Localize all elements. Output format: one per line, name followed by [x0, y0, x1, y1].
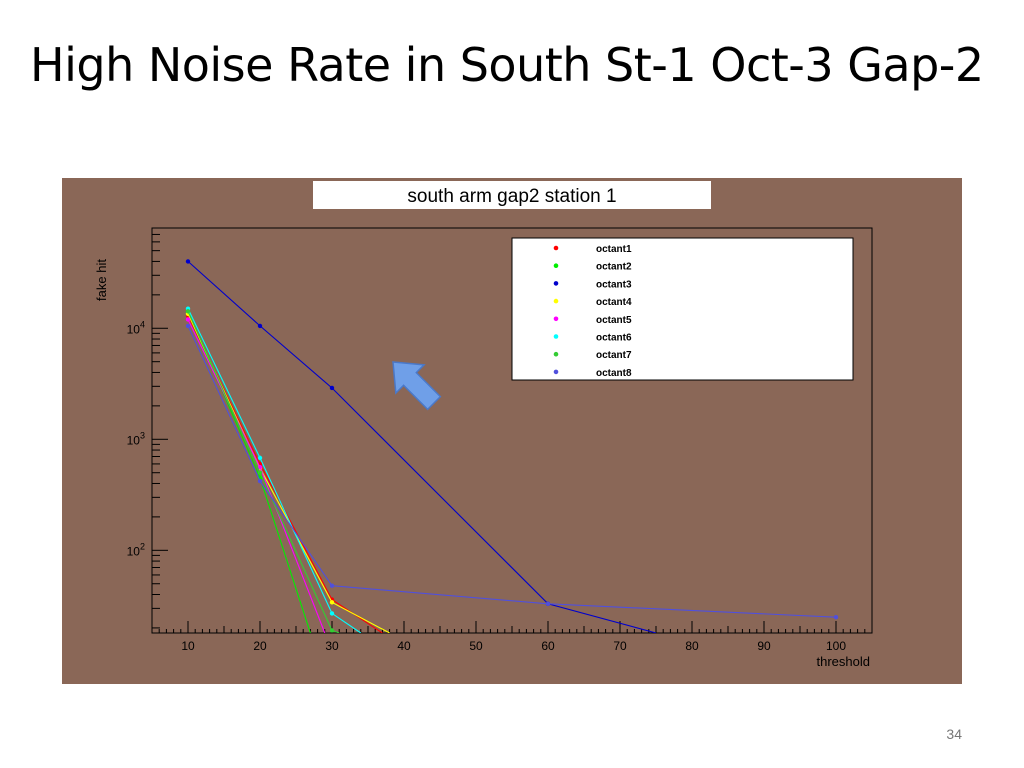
series-line-octant7 — [187, 311, 340, 633]
legend-marker — [553, 316, 559, 322]
chart-area: south arm gap2 station 1 10 20 30 40 50 60 70 8… — [62, 178, 962, 684]
data-point-octant4 — [329, 600, 335, 605]
noise-rate-chart: south arm gap2 station 1 10 20 30 40 50 60 70 8… — [94, 181, 873, 669]
legend-marker — [553, 281, 559, 286]
series-octant6 — [185, 306, 362, 633]
legend-item-octant7: octant7 — [553, 350, 632, 361]
series-line-octant5 — [187, 319, 326, 633]
legend-marker — [553, 263, 559, 268]
legend-item-octant1: octant1 — [553, 244, 632, 255]
y-axis-label: fake hit — [94, 259, 109, 301]
data-point-octant7 — [329, 628, 335, 633]
legend-marker — [553, 334, 559, 339]
series-line-octant6 — [187, 308, 362, 633]
series-octant7 — [185, 309, 340, 633]
data-point-octant3 — [329, 385, 335, 391]
x-tick-label: 20 — [253, 639, 267, 653]
legend-item-octant6: octant6 — [553, 333, 632, 344]
legend-label: octant7 — [596, 350, 632, 361]
data-point-octant7 — [185, 309, 191, 314]
page-number: 34 — [946, 726, 962, 742]
series-line-octant2 — [187, 311, 311, 633]
arrow-annotation — [392, 361, 442, 411]
y-tick-label: 104 — [127, 319, 145, 336]
x-tick-label: 40 — [397, 639, 411, 653]
x-tick-label: 60 — [541, 639, 555, 653]
data-point-octant5 — [185, 317, 191, 322]
arrow-shape — [392, 361, 442, 411]
series-octant1 — [185, 313, 383, 633]
legend-marker — [553, 351, 559, 357]
x-tick-label: 70 — [613, 639, 627, 653]
x-tick-label: 80 — [685, 639, 699, 653]
legend-item-octant5: octant5 — [553, 315, 632, 326]
data-point-octant5 — [257, 465, 263, 470]
y-tick-label: 103 — [127, 430, 145, 447]
series-octant2 — [185, 309, 311, 633]
legend-label: octant5 — [596, 315, 632, 326]
chart-title: south arm gap2 station 1 — [407, 186, 616, 207]
data-point-octant8 — [329, 583, 335, 588]
x-tick-label: 30 — [325, 639, 339, 653]
legend-marker — [553, 245, 559, 251]
data-point-octant6 — [257, 455, 263, 461]
x-tick-label: 10 — [181, 639, 195, 653]
x-tick-label: 90 — [757, 639, 771, 653]
y-tick-label: 102 — [127, 541, 145, 558]
x-axis-label: threshold — [817, 654, 870, 669]
legend-item-octant8: octant8 — [553, 368, 632, 379]
legend-item-octant2: octant2 — [553, 262, 632, 273]
legend-item-octant4: octant4 — [553, 297, 632, 308]
series-line-octant4 — [187, 313, 390, 633]
data-point-octant3 — [257, 323, 263, 329]
data-point-octant8 — [545, 601, 551, 606]
data-point-octant3 — [185, 259, 191, 264]
data-point-octant8 — [257, 478, 263, 484]
data-point-octant8 — [185, 323, 191, 329]
legend-marker — [553, 298, 559, 304]
legend-box — [511, 237, 854, 381]
data-point-octant6 — [329, 611, 335, 616]
series-octant5 — [185, 317, 326, 633]
legend-label: octant6 — [596, 333, 632, 344]
series-line-octant1 — [187, 315, 383, 633]
slide-title: High Noise Rate in South St-1 Oct-3 Gap-… — [30, 38, 984, 92]
x-tick-label: 100 — [826, 639, 846, 653]
data-point-octant8 — [833, 614, 839, 620]
series-octant4 — [185, 311, 390, 633]
legend-marker — [553, 369, 559, 375]
chart-title-box — [313, 181, 711, 209]
series-octant8 — [185, 323, 839, 620]
legend-label: octant4 — [596, 297, 632, 308]
data-point-octant7 — [257, 470, 263, 475]
legend-label: octant3 — [596, 279, 632, 290]
legend-label: octant8 — [596, 368, 632, 379]
legend-item-octant3: octant3 — [553, 279, 632, 290]
x-tick-label: 50 — [469, 639, 483, 653]
legend-label: octant2 — [596, 262, 632, 273]
legend-label: octant1 — [596, 244, 632, 255]
